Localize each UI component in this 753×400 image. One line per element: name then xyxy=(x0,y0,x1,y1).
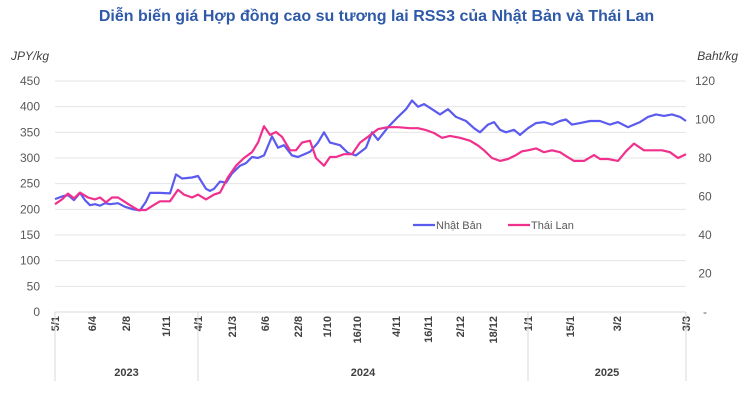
right-tick-label: 20 xyxy=(698,267,712,281)
series-line-thailand xyxy=(54,125,687,212)
x-tick-label: 5/1 xyxy=(50,316,62,331)
legend-label: Thái Lan xyxy=(531,220,574,232)
gridlines xyxy=(55,80,686,313)
left-tick-label: 300 xyxy=(20,151,40,165)
x-tick-label: 1/11 xyxy=(161,316,173,337)
left-tick-label: 350 xyxy=(20,125,40,139)
left-tick-label: 200 xyxy=(20,202,40,216)
x-tick-label: 22/8 xyxy=(293,316,305,337)
left-axis-ticks: 0 50 100 150 200 250 300 350 400 450 xyxy=(20,74,40,319)
legend-label: Nhật Bản xyxy=(436,220,482,232)
right-axis-label: Baht/kg xyxy=(697,49,738,63)
x-tick-label: 3/2 xyxy=(612,316,624,331)
left-tick-label: 0 xyxy=(33,305,40,319)
left-tick-label: 250 xyxy=(20,177,40,191)
series-line-japan xyxy=(54,99,687,212)
x-tick-label: 6/4 xyxy=(87,315,99,331)
x-tick-label: 15/1 xyxy=(565,316,577,337)
x-tick-label: 6/6 xyxy=(260,316,272,331)
left-tick-label: 400 xyxy=(20,100,40,114)
left-axis-label: JPY/kg xyxy=(10,49,49,63)
x-tick-label: 1/1 xyxy=(523,316,535,331)
series-lines xyxy=(54,99,687,212)
x-tick-label: 21/3 xyxy=(227,316,239,337)
right-tick-label: 60 xyxy=(698,190,712,204)
x-tick-label: 4/1 xyxy=(193,316,205,331)
year-label: 2024 xyxy=(351,367,376,379)
right-tick-label: 80 xyxy=(698,151,712,165)
x-tick-label: 2/12 xyxy=(455,316,467,337)
x-tick-label: 4/11 xyxy=(391,316,403,337)
right-tick-label: 40 xyxy=(698,228,712,242)
right-tick-label: - xyxy=(703,305,707,319)
left-tick-label: 450 xyxy=(20,74,40,88)
year-label: 2025 xyxy=(595,367,619,379)
left-tick-label: 100 xyxy=(20,254,40,268)
x-tick-label: 3/3 xyxy=(681,316,693,331)
x-tick-label: 2/8 xyxy=(121,316,133,331)
x-tick-label: 18/12 xyxy=(488,316,500,344)
left-tick-label: 150 xyxy=(20,228,40,242)
x-axis: 5/1 6/4 2/8 1/11 4/1 21/3 6/6 22/8 1/10 16/10 4/11… xyxy=(50,311,693,381)
right-tick-label: 100 xyxy=(695,113,715,127)
x-tick-label: 1/10 xyxy=(322,316,334,337)
right-axis-ticks: - 20 40 60 80 100 120 xyxy=(695,74,715,319)
chart-title: Diễn biến giá Hợp đồng cao su tương lai … xyxy=(98,8,655,25)
x-tick-label: 16/10 xyxy=(352,316,364,344)
year-label: 2023 xyxy=(114,367,138,379)
right-tick-label: 120 xyxy=(695,74,715,88)
left-tick-label: 50 xyxy=(27,279,41,293)
x-tick-label: 16/11 xyxy=(423,316,435,343)
legend: Nhật Bản Thái Lan xyxy=(413,220,574,232)
